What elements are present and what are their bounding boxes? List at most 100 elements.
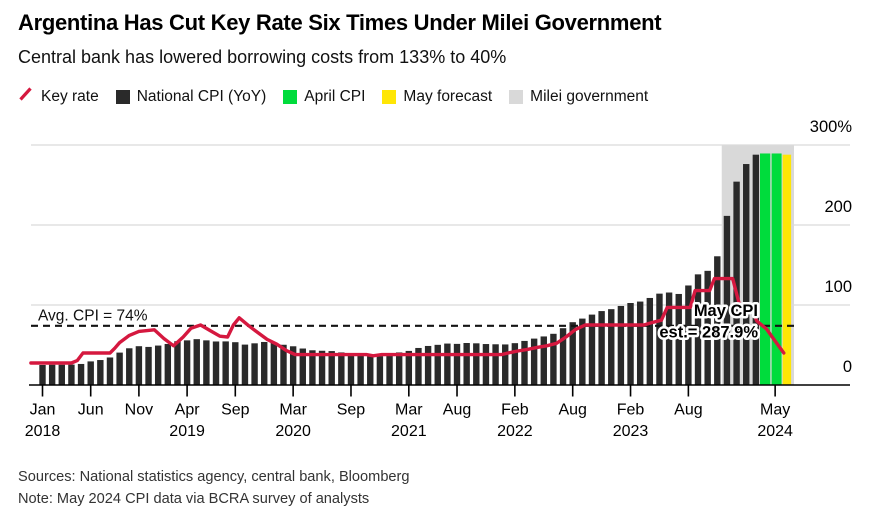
y-label-200: 200 xyxy=(824,198,852,216)
cpi-bar-Mar-2020 xyxy=(289,346,297,385)
cpi-bar-Nov-2023 xyxy=(714,256,721,385)
x-label-Aug: Aug xyxy=(443,402,471,419)
cpi-bar-Dec-2018 xyxy=(145,346,152,385)
cpi-bar-Jul-2022 xyxy=(559,328,567,385)
x-label-May-2024: May xyxy=(760,402,790,419)
cpi-bar-Apr-2021 xyxy=(415,347,422,385)
x-year-label-2022: 2022 xyxy=(497,423,533,440)
cpi-bar-Oct-2022 xyxy=(588,314,596,385)
x-label-Apr-2019: Apr xyxy=(175,402,201,419)
y-label-100: 100 xyxy=(824,278,852,296)
legend-label-april-cpi: April CPI xyxy=(304,87,366,105)
april-cpi-bar xyxy=(771,153,782,385)
x-label-Feb-2023: Feb xyxy=(617,402,645,419)
cpi-bar-Sep-2022 xyxy=(579,318,586,385)
cpi-bar-Apr-2022 xyxy=(530,338,538,385)
cpi-bar-Feb-2018 xyxy=(48,364,56,385)
cpi-bar-Jan-2019 xyxy=(154,345,162,385)
national-cpi-yoy-swatch-icon xyxy=(115,89,130,104)
legend-label-may-forecast: May forecast xyxy=(403,87,493,105)
cpi-bar-Aug-2018 xyxy=(106,357,114,385)
cpi-bar-Oct-2021 xyxy=(473,343,480,385)
x-label-Sep: Sep xyxy=(337,402,366,419)
cpi-bar-Mar-2024 xyxy=(752,154,760,385)
cpi-bar-Apr-2019 xyxy=(183,340,191,385)
cpi-bar-Oct-2020 xyxy=(357,355,364,385)
x-year-label-2018: 2018 xyxy=(25,423,61,440)
sources-text: Sources: National statistics agency, cen… xyxy=(18,469,410,485)
x-year-label-2023: 2023 xyxy=(613,423,649,440)
cpi-bar-Jan-2022 xyxy=(502,344,509,385)
cpi-bar-Feb-2024 xyxy=(743,164,750,385)
cpi-bar-Apr-2023 xyxy=(646,297,654,385)
cpi-bar-Apr-2018 xyxy=(68,364,75,385)
cpi-bar-Jul-2020 xyxy=(328,351,335,385)
legend-label-key-rate: Key rate xyxy=(41,87,99,105)
april-cpi-swatch-icon xyxy=(283,89,298,104)
cpi-bar-Mar-2019 xyxy=(174,341,181,385)
x-year-label-2019: 2019 xyxy=(169,423,205,440)
cpi-bar-Sep-2021 xyxy=(463,343,470,385)
cpi-bar-Nov-2018 xyxy=(135,346,143,385)
note-text: Note: May 2024 CPI data via BCRA survey … xyxy=(18,491,370,507)
cpi-bar-Oct-2023 xyxy=(704,270,711,385)
x-year-label-2024: 2024 xyxy=(757,423,793,440)
cpi-bar-Dec-2022 xyxy=(608,309,615,385)
cpi-bar-May-2023 xyxy=(656,293,663,385)
cpi-bar-Feb-2022 xyxy=(511,343,519,385)
cpi-bar-May-2022 xyxy=(540,336,547,385)
x-year-label-2021: 2021 xyxy=(391,423,427,440)
legend-label-milei-government: Milei government xyxy=(530,87,649,105)
cpi-bar-Sep-2020 xyxy=(347,355,355,385)
cpi-bar-Dec-2020 xyxy=(376,356,384,385)
cpi-bar-Feb-2020 xyxy=(280,344,287,385)
cpi-bar-Jun-2018 xyxy=(87,361,94,385)
cpi-bar-Jan-2021 xyxy=(386,354,393,385)
legend-item-april-cpi: April CPI xyxy=(283,88,365,106)
cpi-bar-Jul-2018 xyxy=(97,360,104,385)
chart-title: Argentina Has Cut Key Rate Six Times Und… xyxy=(18,10,662,35)
cpi-bar-Jun-2020 xyxy=(318,350,326,385)
chart-subtitle: Central bank has lowered borrowing costs… xyxy=(18,47,507,67)
cpi-bar-Jul-2019 xyxy=(212,341,220,385)
may-forecast-swatch-icon xyxy=(382,89,397,104)
cpi-bar-Aug-2022 xyxy=(569,322,576,385)
cpi-bar-May-2020 xyxy=(309,350,316,385)
cpi-bar-Jul-2023 xyxy=(675,293,682,385)
cpi-bar-Jan-2024 xyxy=(733,181,740,385)
cpi-bar-Feb-2023 xyxy=(627,303,634,385)
cpi-bar-Sep-2023 xyxy=(694,274,702,385)
cpi-bar-Apr-2020 xyxy=(299,348,306,385)
cpi-bar-Jun-2022 xyxy=(550,333,557,385)
legend-item-may-forecast: May forecast xyxy=(382,88,492,106)
may-forecast-bar xyxy=(782,154,792,385)
cpi-bar-Mar-2022 xyxy=(521,340,528,385)
cpi-bar-Nov-2020 xyxy=(367,356,374,385)
cpi-bar-Jun-2023 xyxy=(665,292,673,385)
cpi-bar-Aug-2021 xyxy=(453,343,461,385)
cpi-bar-Jun-2019 xyxy=(203,340,210,385)
avg-cpi-label: Avg. CPI = 74% xyxy=(38,308,148,325)
cpi-bar-Nov-2022 xyxy=(598,311,605,385)
x-label-Nov: Nov xyxy=(125,402,153,419)
y-label-0: 0 xyxy=(843,358,852,376)
cpi-bar-Jan-2020 xyxy=(270,342,278,385)
chart-plot-area: Jan 2018 Jun Nov Apr 2019 Sep Mar 2020 Sep Mar 2021… xyxy=(25,118,853,440)
cpi-bar-Dec-2023 xyxy=(723,215,731,385)
cpi-bar-Oct-2018 xyxy=(126,348,133,385)
cpi-bar-Aug-2020 xyxy=(338,352,345,385)
x-label-Aug: Aug xyxy=(558,402,586,419)
x-label-Mar-2020: Mar xyxy=(279,402,307,419)
cpi-bar-Oct-2019 xyxy=(241,344,249,385)
cpi-bar-Jul-2021 xyxy=(444,343,451,385)
legend-label-national-cpi-yoy: National CPI (YoY) xyxy=(136,87,267,105)
key-rate-line xyxy=(29,276,786,365)
legend: Key rate National CPI (YoY) April CPI May f… xyxy=(18,86,648,107)
x-label-Sep: Sep xyxy=(221,402,250,419)
may-cpi-annotation-line1: May CPI xyxy=(694,302,758,320)
y-label-300: 300% xyxy=(810,118,853,136)
cpi-bar-Aug-2019 xyxy=(222,341,229,385)
x-label-Jan-2018: Jan xyxy=(30,402,56,419)
cpi-bar-May-2021 xyxy=(424,345,432,385)
